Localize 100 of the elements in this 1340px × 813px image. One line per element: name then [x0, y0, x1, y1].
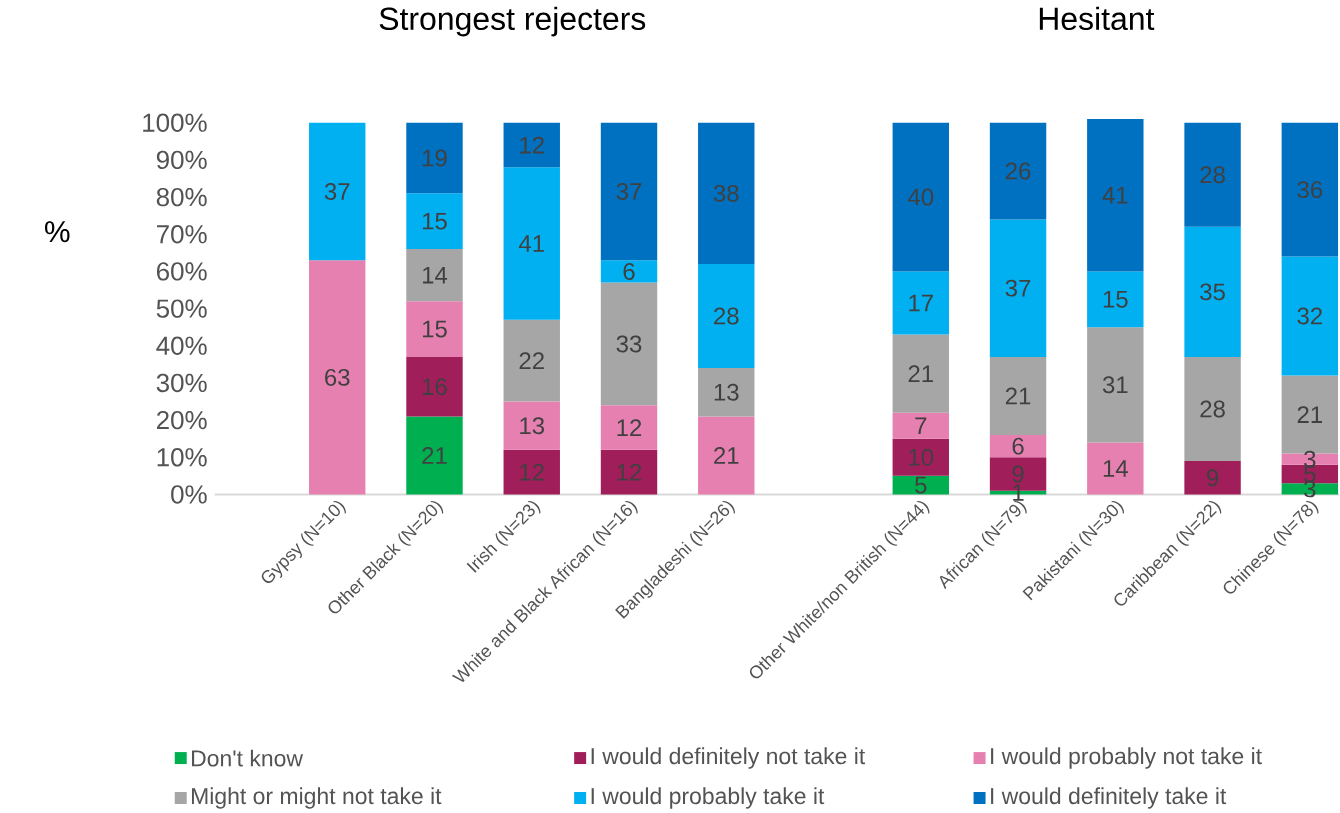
data-label: 12 — [520, 463, 544, 481]
bar — [503, 401, 560, 450]
bar — [892, 334, 949, 413]
bar — [406, 122, 463, 194]
y-tick-label: 70% — [157, 225, 207, 244]
legend-label: I would definitely not take it — [591, 747, 866, 769]
data-label: 35 — [1200, 283, 1225, 301]
data-label: 7 — [915, 417, 927, 434]
y-tick-label: 10% — [157, 448, 207, 467]
y-tick-label: 100% — [143, 113, 207, 132]
bar — [1184, 461, 1241, 495]
data-label: 63 — [325, 368, 350, 386]
bar — [503, 449, 560, 495]
y-tick-label: 30% — [156, 373, 207, 393]
data-label: 38 — [713, 184, 739, 202]
data-label: 41 — [518, 235, 544, 252]
bar — [989, 122, 1047, 220]
bar — [406, 249, 463, 302]
data-label: 1 — [1013, 484, 1024, 501]
data-label: 31 — [1102, 376, 1128, 394]
data-label: 22 — [519, 352, 544, 370]
data-label: 6 — [623, 262, 635, 280]
bar — [1184, 226, 1241, 357]
bar — [600, 122, 658, 261]
legend-label: Might or might not take it — [192, 787, 442, 809]
data-label: 41 — [1102, 186, 1128, 204]
data-label: 21 — [1297, 406, 1322, 423]
bar — [698, 368, 755, 417]
legend-label: I would probably take it — [591, 787, 825, 809]
data-label: 13 — [714, 383, 739, 401]
bar — [989, 434, 1047, 458]
bar — [503, 122, 560, 168]
bar — [1184, 356, 1241, 461]
data-label: 21 — [1005, 387, 1031, 405]
bar — [892, 412, 949, 439]
data-label: 12 — [520, 136, 544, 154]
data-label: 28 — [714, 307, 739, 325]
bar — [989, 219, 1047, 357]
data-label: 21 — [908, 365, 933, 383]
bar — [698, 263, 755, 369]
y-tick-label: 50% — [156, 299, 207, 318]
bar — [600, 449, 658, 495]
data-label: 37 — [324, 183, 350, 200]
bar — [1087, 327, 1144, 443]
bar — [989, 356, 1047, 435]
bar — [1087, 271, 1144, 328]
bar — [1087, 119, 1144, 272]
data-label: 12 — [617, 419, 642, 436]
data-label: 19 — [422, 149, 447, 167]
text: Strongest rejecters — [379, 6, 646, 37]
y-tick-label: 20% — [156, 410, 207, 430]
data-label: 14 — [1103, 460, 1128, 477]
legend-label: I would probably not take it — [991, 747, 1262, 769]
data-label: 28 — [1200, 166, 1225, 184]
y-tick-label: 40% — [156, 336, 207, 355]
bar — [892, 122, 949, 272]
legend-label: Don't know — [192, 749, 304, 767]
data-label: 6 — [1012, 437, 1024, 455]
data-label: 37 — [1005, 279, 1031, 297]
bar — [406, 193, 463, 250]
data-label: 21 — [422, 447, 447, 464]
data-label: 15 — [1103, 290, 1128, 308]
legend-label: I would definitely take it — [991, 787, 1227, 809]
data-label: 13 — [520, 417, 545, 435]
bar — [600, 282, 658, 406]
bar — [892, 438, 949, 476]
bar — [1281, 122, 1339, 257]
bar — [309, 122, 366, 261]
data-label: 37 — [616, 183, 642, 200]
y-tick-label: 90% — [156, 150, 207, 170]
bar — [1184, 122, 1241, 227]
y-axis-title: % — [45, 221, 70, 243]
data-label: 9 — [1012, 465, 1024, 483]
data-label: 15 — [422, 320, 447, 338]
bar — [1281, 256, 1339, 376]
data-label: 5 — [915, 476, 927, 494]
data-label: 9 — [1207, 469, 1219, 487]
data-label: 12 — [617, 463, 642, 481]
bar — [503, 167, 560, 320]
data-label: 16 — [422, 378, 447, 396]
data-label: 32 — [1297, 307, 1322, 325]
data-label: 26 — [1005, 162, 1031, 180]
y-tick-label: 80% — [156, 187, 207, 207]
data-label: 10 — [909, 448, 934, 466]
data-label: 21 — [714, 447, 739, 464]
bar — [503, 319, 560, 402]
bar — [406, 301, 463, 357]
bar — [698, 122, 755, 264]
bar — [892, 271, 949, 335]
bar — [698, 416, 755, 495]
data-label: 17 — [909, 294, 933, 312]
data-label: 33 — [616, 335, 642, 353]
bar — [1087, 442, 1144, 495]
bar — [600, 260, 658, 283]
data-label: 36 — [1297, 181, 1323, 199]
data-label: 14 — [422, 266, 448, 284]
bar — [600, 405, 658, 450]
bar — [309, 260, 366, 495]
data-label: 28 — [1200, 400, 1225, 418]
y-tick-label: 60% — [156, 262, 207, 281]
